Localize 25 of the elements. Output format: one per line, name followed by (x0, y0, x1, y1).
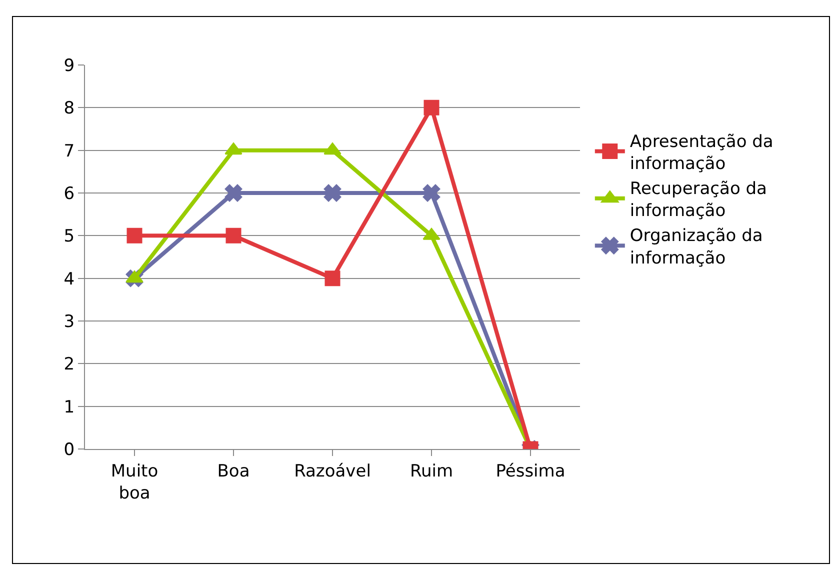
y-tick-label: 7 (64, 141, 75, 162)
y-tick-label: 3 (64, 312, 75, 332)
point (424, 100, 440, 116)
x-tick-label: Muito boa (110, 461, 158, 504)
point (226, 228, 242, 244)
x-tick-label: Boa (217, 461, 250, 482)
y-tick-label: 1 (64, 397, 75, 418)
y-tick-label: 8 (64, 98, 75, 119)
point (324, 184, 342, 202)
y-tick-label: 6 (64, 184, 75, 204)
y-tick-label: 5 (64, 226, 75, 247)
x-tick-label: Razoável (294, 461, 371, 482)
y-tick-label: 2 (64, 354, 75, 375)
x-tick-label: Péssima (496, 461, 566, 482)
point (422, 184, 440, 202)
point (224, 184, 242, 202)
y-tick-label: 0 (64, 440, 75, 460)
legend-label: Apresentação da informação (630, 132, 774, 174)
point (126, 228, 142, 244)
x-tick-label: Ruim (410, 461, 454, 482)
legend-label: Organização da informação (630, 226, 763, 268)
y-tick-label: 9 (64, 56, 75, 76)
point (324, 270, 340, 286)
legend-label: Recuperação da informação (630, 178, 767, 222)
y-tick-label: 4 (64, 269, 75, 290)
